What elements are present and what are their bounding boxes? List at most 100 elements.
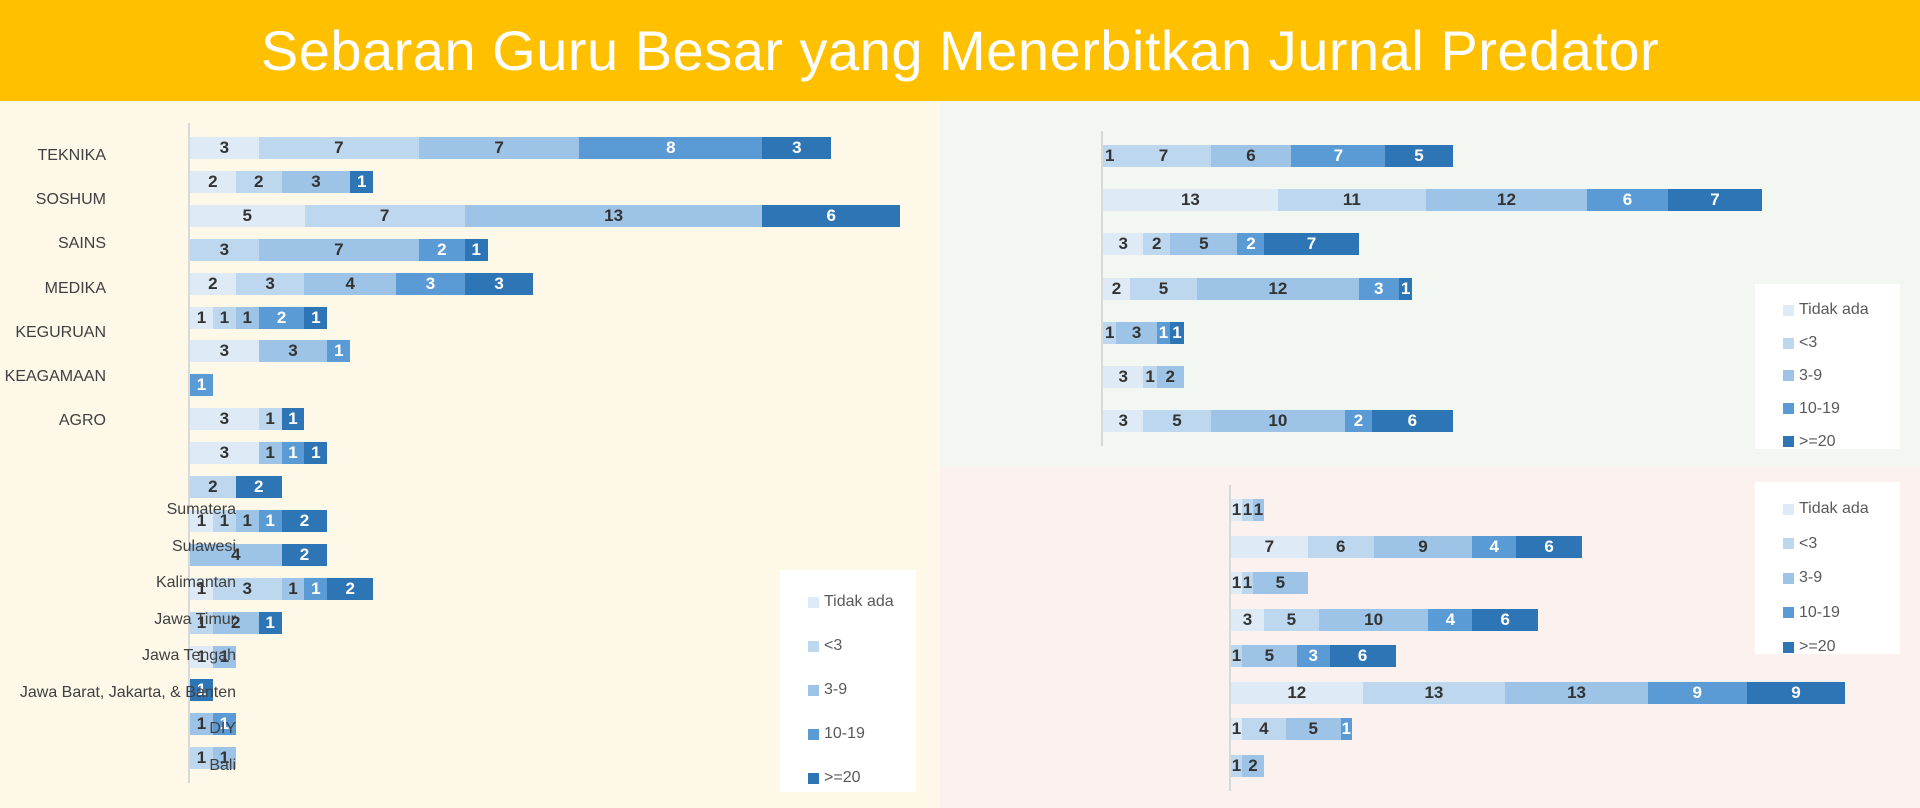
bar-segment-1019: 3 bbox=[396, 272, 465, 295]
bar-segment-1019: 1 bbox=[304, 577, 328, 600]
category-label: TEKNIKA bbox=[37, 147, 106, 164]
legend-swatch-icon bbox=[1783, 337, 1794, 349]
legend-swatch-icon bbox=[1783, 538, 1794, 550]
legend-item: Tidak ada bbox=[1783, 492, 1880, 527]
bar-segment-39: 4 bbox=[304, 272, 397, 295]
legend-label: 10-19 bbox=[1799, 399, 1840, 417]
legend-item: <3 bbox=[1783, 527, 1880, 562]
bar-segment-3: 1 bbox=[1231, 645, 1242, 667]
category-axis-line bbox=[1229, 485, 1231, 791]
category-label: Bali bbox=[209, 756, 236, 774]
legend-item: 10-19 bbox=[1783, 392, 1880, 425]
legend-label: 3-9 bbox=[824, 681, 848, 698]
bar-segment-3: 1 bbox=[1103, 145, 1117, 167]
chart-panel-by-cluster: TEKNIKA 1 7 6 7 5 SOSHUM 13 11 12 6 7 SAINS 3 2 5 2 7 MEDI… bbox=[5, 101, 1920, 467]
bar-segment-39: 1 bbox=[1252, 499, 1264, 521]
bar-segment-20: 1 bbox=[258, 611, 282, 634]
legend-item: Tidak ada bbox=[808, 580, 896, 624]
bar-segment-1019: 1 bbox=[190, 374, 213, 397]
bar-segment-tidakada: 3 bbox=[190, 442, 259, 465]
legend-swatch-icon bbox=[1783, 503, 1794, 515]
bar-segment-39: 4 bbox=[190, 543, 282, 566]
stacked-bar: 1 bbox=[190, 374, 213, 397]
bar-segment-tidakada: 1 bbox=[1231, 572, 1242, 594]
legend-item: 3-9 bbox=[1783, 561, 1880, 596]
category-label: SAINS bbox=[57, 235, 106, 253]
stacked-bar: 3 5 10 4 6 bbox=[1231, 608, 1539, 631]
category-label: Kalimantan bbox=[155, 574, 236, 591]
bar-segment-39: 13 bbox=[1505, 681, 1648, 704]
bar-segment-39: 1 bbox=[281, 577, 305, 600]
bar-segment-20: 6 bbox=[1516, 535, 1582, 558]
legend-label: <3 bbox=[1799, 534, 1818, 552]
legend-item: >=20 bbox=[1783, 425, 1880, 458]
category-label: MEDIKA bbox=[44, 279, 106, 297]
category-label: Sulawesi bbox=[171, 537, 236, 555]
legend-swatch-icon bbox=[1783, 403, 1794, 415]
bar-segment-tidakada: 1 bbox=[190, 306, 213, 329]
bar-segment-3: 7 bbox=[304, 204, 465, 227]
bar-segment-20: 1 bbox=[1398, 277, 1413, 300]
legend-label: Tidak ada bbox=[824, 593, 894, 610]
legend-item: <3 bbox=[808, 624, 896, 668]
legend-label: >=20 bbox=[1799, 432, 1836, 450]
legend-item: >=20 bbox=[1783, 630, 1880, 665]
bar-segment-20: 9 bbox=[1746, 681, 1846, 704]
bar-segment-20: 6 bbox=[1329, 645, 1396, 667]
bar-segment-tidakada: 7 bbox=[1231, 535, 1308, 558]
legend-item: 3-9 bbox=[1783, 360, 1880, 393]
bar-segment-39: 2 bbox=[1241, 754, 1264, 777]
bar-segment-39: 10 bbox=[1210, 410, 1346, 433]
bar-segment-39: 5 bbox=[1170, 233, 1238, 256]
chart-legend-cluster: Tidak ada <3 3-9 10-19 >=20 bbox=[1755, 284, 1900, 450]
bar-segment-20: 1 bbox=[281, 408, 305, 431]
bar-segment-1019: 3 bbox=[1358, 277, 1399, 300]
bar-segment-3: 1 bbox=[1241, 572, 1253, 594]
bar-segment-39: 5 bbox=[1285, 718, 1341, 740]
stacked-bar: 3 5 10 2 6 bbox=[1103, 410, 1453, 433]
legend-swatch-icon bbox=[808, 596, 819, 608]
bar-segment-20: 2 bbox=[235, 476, 282, 498]
bar-segment-39: 13 bbox=[464, 204, 763, 227]
bar-segment-1019: 8 bbox=[579, 137, 763, 159]
bar-segment-39: 7 bbox=[258, 238, 419, 261]
bar-segment-3: 1 bbox=[1241, 499, 1253, 521]
legend-swatch-icon bbox=[1783, 304, 1794, 316]
bar-segment-20: 1 bbox=[190, 679, 213, 702]
bar-segment-1019: 2 bbox=[418, 238, 465, 261]
bar-segment-tidakada: 1 bbox=[190, 509, 213, 532]
bar-segment-tidakada: 2 bbox=[190, 272, 236, 295]
bar-segment-20: 6 bbox=[762, 204, 900, 227]
page-title: Sebaran Guru Besar yang Menerbitkan Jurn… bbox=[260, 19, 1660, 82]
legend-item: >=20 bbox=[808, 756, 896, 800]
bar-segment-3: 1 bbox=[190, 747, 213, 770]
bar-segment-1019: 1 bbox=[281, 442, 305, 465]
legend-swatch-icon bbox=[808, 728, 819, 740]
title-banner: Sebaran Guru Besar yang Menerbitkan Jurn… bbox=[0, 0, 1920, 101]
category-axis-line bbox=[188, 123, 190, 784]
bar-segment-20: 7 bbox=[1667, 189, 1762, 212]
legend-label: >=20 bbox=[824, 769, 861, 786]
bar-segment-3: 2 bbox=[235, 170, 282, 193]
bar-segment-1019: 2 bbox=[258, 306, 305, 329]
bar-segment-39: 2 bbox=[212, 611, 259, 634]
bar-segment-20: 6 bbox=[1472, 608, 1539, 631]
category-label: AGRO bbox=[58, 412, 106, 430]
legend-label: <3 bbox=[824, 637, 843, 654]
bar-segment-1019: 1 bbox=[212, 713, 236, 736]
chart-legend-year: Tidak ada <3 3-9 10-19 >=20 bbox=[780, 570, 916, 792]
bar-segment-20: 6 bbox=[1371, 410, 1453, 433]
bar-segment-39: 3 bbox=[258, 340, 328, 363]
stacked-bar: 5 7 13 6 bbox=[190, 204, 900, 227]
bar-segment-39: 2 bbox=[1156, 366, 1184, 388]
bar-segment-3: 4 bbox=[1241, 718, 1286, 740]
legend-label: >=20 bbox=[1799, 638, 1836, 656]
